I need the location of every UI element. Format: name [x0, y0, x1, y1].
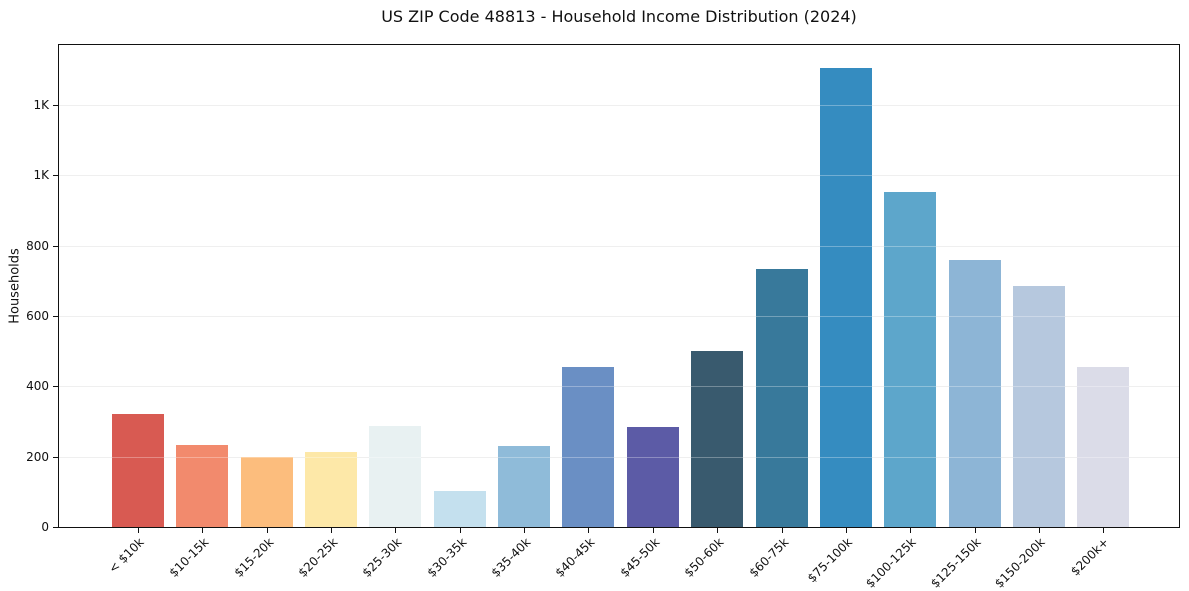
gridline-overlay — [59, 386, 1179, 387]
gridline-overlay — [59, 175, 1179, 176]
gridline-overlay — [59, 246, 1179, 247]
bar-$200k+ — [1077, 367, 1129, 527]
y-tick-mark — [53, 457, 58, 458]
y-tick-label: 1K — [33, 168, 49, 182]
gridline-overlay — [59, 316, 1179, 317]
y-tick-label: 0 — [41, 520, 49, 534]
gridline — [59, 386, 1179, 387]
chart-title: US ZIP Code 48813 - Household Income Dis… — [381, 7, 857, 26]
x-tick-mark — [782, 528, 783, 533]
y-tick-label: 200 — [26, 450, 49, 464]
y-tick-mark — [53, 175, 58, 176]
x-tick-mark — [460, 528, 461, 533]
bar-$35-40k — [498, 446, 550, 527]
bar-$150-200k — [1013, 286, 1065, 527]
x-tick-mark — [653, 528, 654, 533]
y-tick-label: 400 — [26, 379, 49, 393]
y-tick-label: 600 — [26, 309, 49, 323]
x-tick-mark — [524, 528, 525, 533]
bar-$40-45k — [562, 367, 614, 527]
x-tick-mark — [1103, 528, 1104, 533]
bar-$20-25k — [305, 452, 357, 527]
x-tick-mark — [138, 528, 139, 533]
x-tick-mark — [846, 528, 847, 533]
bar-$50-60k — [691, 351, 743, 527]
gridline — [59, 316, 1179, 317]
x-tick-mark — [267, 528, 268, 533]
x-tick-mark — [717, 528, 718, 533]
y-tick-mark — [53, 527, 58, 528]
y-tick-label: 800 — [26, 239, 49, 253]
x-tick-mark — [910, 528, 911, 533]
bar-< $10k — [112, 414, 164, 527]
y-tick-label: 1K — [33, 98, 49, 112]
bar-$15-20k — [241, 457, 293, 527]
x-tick-mark — [331, 528, 332, 533]
bar-$45-50k — [627, 427, 679, 527]
x-tick-mark — [202, 528, 203, 533]
bar-$60-75k — [756, 269, 808, 527]
gridline-overlay — [59, 105, 1179, 106]
gridline-overlay — [59, 457, 1179, 458]
bar-$25-30k — [369, 426, 421, 527]
bar-$30-35k — [434, 491, 486, 527]
gridline — [59, 246, 1179, 247]
gridline — [59, 457, 1179, 458]
bar-$100-125k — [884, 192, 936, 527]
y-tick-mark — [53, 105, 58, 106]
bar-$10-15k — [176, 445, 228, 527]
y-tick-mark — [53, 386, 58, 387]
y-tick-mark — [53, 246, 58, 247]
x-tick-mark — [588, 528, 589, 533]
gridline — [59, 175, 1179, 176]
bar-$75-100k — [820, 68, 872, 527]
x-tick-mark — [975, 528, 976, 533]
x-tick-mark — [395, 528, 396, 533]
bar-$125-150k — [949, 260, 1001, 527]
x-tick-mark — [1039, 528, 1040, 533]
y-tick-mark — [53, 316, 58, 317]
gridline — [59, 105, 1179, 106]
